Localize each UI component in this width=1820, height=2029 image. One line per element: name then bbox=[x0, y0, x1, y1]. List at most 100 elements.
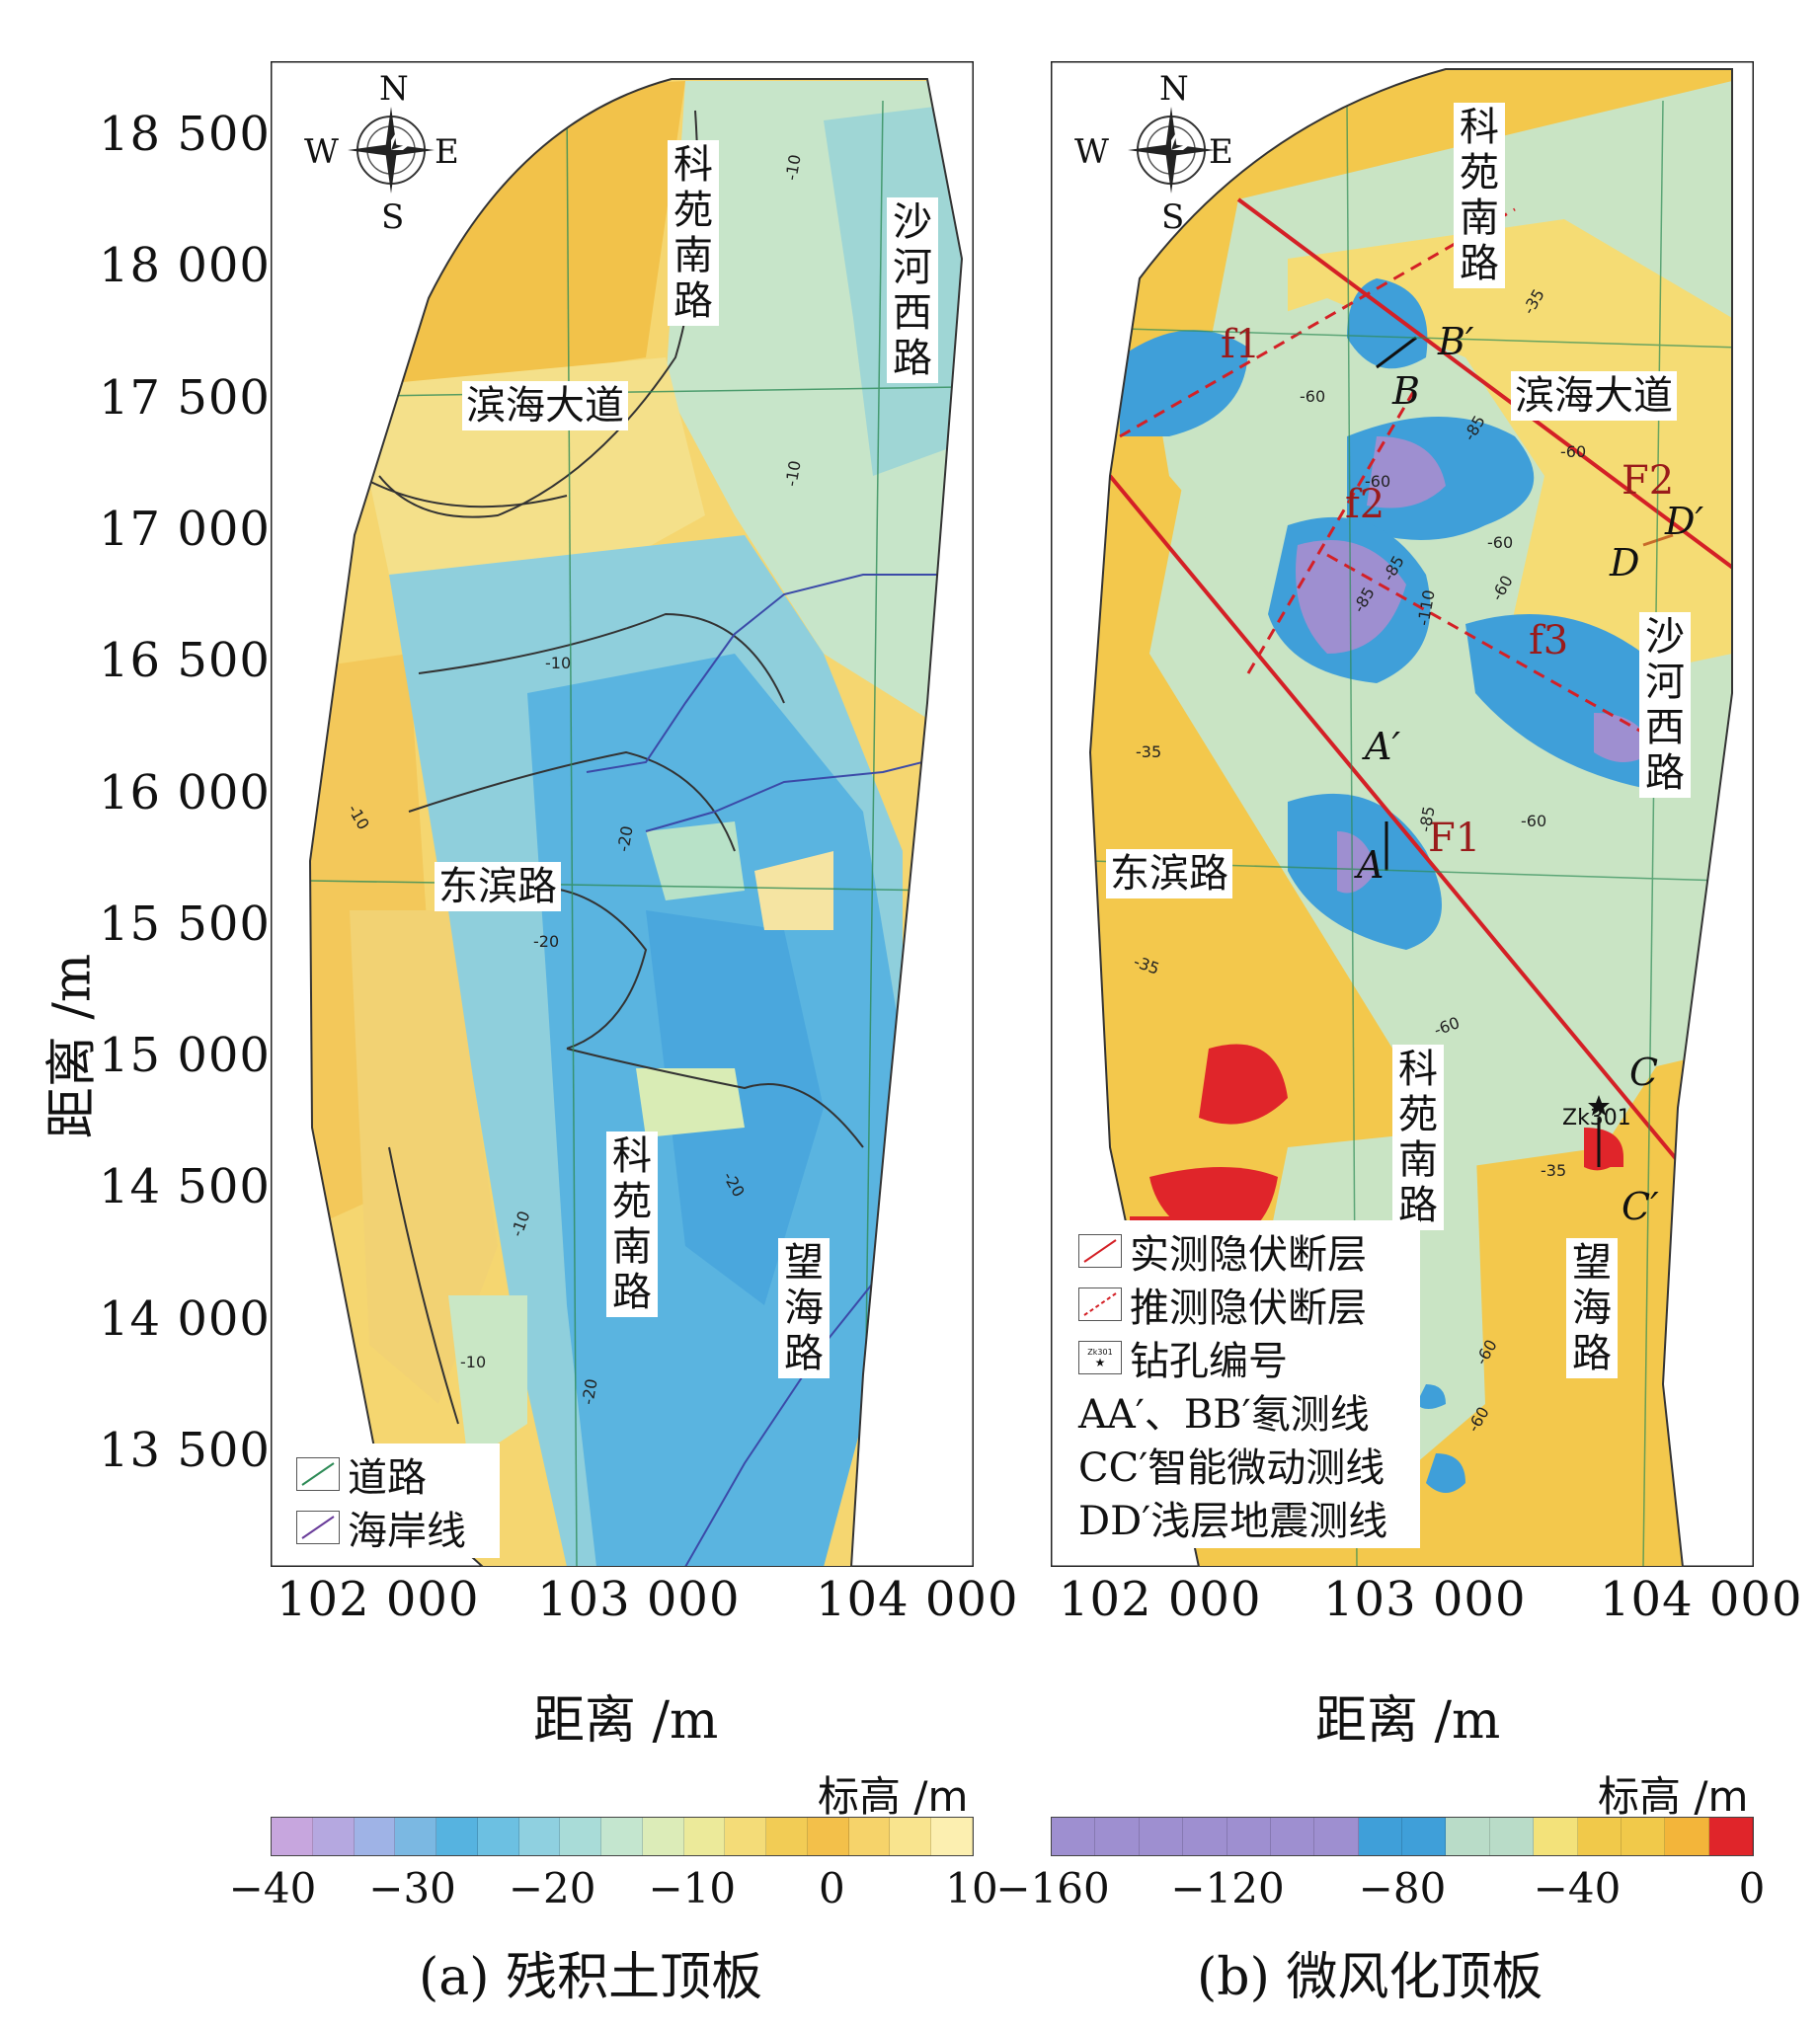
colorbar-swatch bbox=[848, 1818, 891, 1855]
y-axis-tick: 18 500 bbox=[99, 107, 271, 162]
borehole-icon-text: Zk301 bbox=[1087, 1347, 1113, 1357]
panel-a-compass-s: S bbox=[381, 197, 405, 237]
colorbar-swatch bbox=[272, 1818, 313, 1855]
panel-b-x-tick: 104 000 bbox=[1600, 1572, 1803, 1627]
panel-a-road-keyuan-south: 科苑南路 bbox=[606, 1132, 658, 1317]
coastline-icon bbox=[296, 1511, 340, 1544]
colorbar-swatch bbox=[1314, 1818, 1359, 1855]
colorbar-swatch bbox=[1095, 1818, 1140, 1855]
colorbar-swatch bbox=[601, 1818, 643, 1855]
panel-b-x-tick: 102 000 bbox=[1059, 1572, 1262, 1627]
colorbar-swatch bbox=[1621, 1818, 1666, 1855]
panel-b-compass-w: W bbox=[1074, 132, 1109, 172]
panel-b-legend-borehole: Zk301 ★ 钻孔编号 bbox=[1078, 1331, 1414, 1384]
panel-b-fault-label-F1: F1 bbox=[1428, 816, 1481, 861]
panel-a-legend-coast: 海岸线 bbox=[296, 1501, 494, 1554]
panel-b-compass-e: E bbox=[1209, 132, 1233, 172]
panel-a-colorbar-title: 标高 /m bbox=[818, 1772, 969, 1821]
borehole-star-icon bbox=[1588, 1095, 1610, 1116]
colorbar-tick: 0 bbox=[1738, 1864, 1766, 1912]
colorbar-tick: −160 bbox=[995, 1864, 1110, 1912]
panel-a-road-binhai: 滨海大道 bbox=[462, 381, 628, 430]
panel-b-compass-s: S bbox=[1161, 197, 1185, 237]
colorbar-swatch bbox=[1358, 1818, 1402, 1855]
colorbar-swatch bbox=[1665, 1818, 1709, 1855]
panel-a-road-shahe: 沙河西路 bbox=[887, 197, 938, 383]
panel-b-fault-label-f1: f1 bbox=[1221, 322, 1261, 367]
colorbar-swatch bbox=[642, 1818, 684, 1855]
panel-b-contour-label: -35 bbox=[1541, 1161, 1567, 1180]
colorbar-tick: −80 bbox=[1358, 1864, 1447, 1912]
panel-b-legend: 实测隐伏断层 推测隐伏断层 Zk301 ★ 钻孔编号 AA′、BB′氡测线 CC… bbox=[1072, 1220, 1420, 1548]
colorbar-swatch bbox=[807, 1818, 849, 1855]
legend-label: 道路 bbox=[348, 1455, 427, 1501]
panel-a-compass-w: W bbox=[304, 132, 339, 172]
panel-b-legend-inferred-fault: 推测隐伏断层 bbox=[1078, 1278, 1414, 1331]
y-axis-tick: 14 500 bbox=[99, 1159, 271, 1215]
panel-a-compass bbox=[342, 71, 440, 229]
y-axis-tick: 16 000 bbox=[99, 764, 271, 820]
compass-rose-icon bbox=[348, 107, 435, 194]
panel-a-contour-label: -20 bbox=[533, 932, 560, 951]
colorbar-swatch bbox=[1489, 1818, 1535, 1855]
panel-b-fault-label-F2: F2 bbox=[1622, 458, 1675, 504]
colorbar-swatch bbox=[890, 1818, 932, 1855]
panel-b-borehole-label: Zk301 bbox=[1562, 1106, 1631, 1131]
colorbar-swatch bbox=[518, 1818, 561, 1855]
y-axis-tick: 16 500 bbox=[99, 633, 271, 689]
colorbar-swatch bbox=[560, 1818, 602, 1855]
panel-b-road-wanghai: 望海路 bbox=[1566, 1238, 1618, 1378]
panel-b-legend-microtremor: CC′智能微动测线 bbox=[1078, 1445, 1385, 1491]
panel-b-map bbox=[1051, 61, 1754, 1567]
colorbar-swatch bbox=[1402, 1818, 1447, 1855]
y-axis-title: 距离 /m bbox=[42, 953, 103, 1139]
colorbar-swatch bbox=[1270, 1818, 1315, 1855]
panel-b-road-keyuan-south: 科苑南路 bbox=[1392, 1045, 1444, 1230]
panel-a-road-wanghai: 望海路 bbox=[778, 1238, 830, 1378]
colorbar-tick: 10 bbox=[945, 1864, 998, 1912]
colorbar-swatch bbox=[395, 1818, 437, 1855]
panel-b-contour-label: -60 bbox=[1487, 533, 1514, 552]
colorbar-swatch bbox=[354, 1818, 396, 1855]
panel-b-fault-label-f3: f3 bbox=[1529, 618, 1569, 663]
colorbar-swatch bbox=[931, 1818, 974, 1855]
panel-b-line-label: A′ bbox=[1365, 725, 1401, 768]
panel-a-legend-road: 道路 bbox=[296, 1447, 494, 1501]
colorbar-swatch bbox=[1577, 1818, 1622, 1855]
panel-b-caption: (b) 微风化顶板 bbox=[1197, 1948, 1543, 2007]
panel-b-road-keyuan-north: 科苑南路 bbox=[1454, 103, 1505, 288]
road-line-icon bbox=[296, 1457, 340, 1491]
panel-a-x-title: 距离 /m bbox=[533, 1691, 719, 1751]
colorbar-tick: −10 bbox=[648, 1864, 737, 1912]
colorbar-swatch bbox=[312, 1818, 355, 1855]
panel-a-x-tick: 102 000 bbox=[277, 1572, 480, 1627]
borehole-icon: Zk301 ★ bbox=[1078, 1341, 1122, 1374]
panel-a-contour-label: -10 bbox=[545, 654, 572, 672]
panel-a-road-keyuan-north: 科苑南路 bbox=[668, 140, 719, 326]
panel-b-contour-label: -35 bbox=[1136, 742, 1162, 761]
colorbar-swatch bbox=[1446, 1818, 1490, 1855]
panel-a-map bbox=[271, 61, 974, 1567]
colorbar-swatch bbox=[477, 1818, 519, 1855]
colorbar-tick: −40 bbox=[228, 1864, 317, 1912]
colorbar-tick: −30 bbox=[368, 1864, 456, 1912]
panel-a-colorbar bbox=[271, 1817, 974, 1856]
panel-b-compass-n: N bbox=[1159, 69, 1189, 109]
panel-a-compass-e: E bbox=[435, 132, 459, 172]
y-axis-tick: 17 500 bbox=[99, 369, 271, 426]
panel-a-road-dongbin: 东滨路 bbox=[435, 862, 561, 911]
panel-b-road-binhai: 滨海大道 bbox=[1511, 371, 1677, 421]
colorbar-swatch bbox=[766, 1818, 808, 1855]
colorbar-swatch bbox=[1183, 1818, 1227, 1855]
y-axis-tick: 14 000 bbox=[99, 1290, 271, 1347]
panel-b-contour-label: -60 bbox=[1365, 472, 1391, 491]
panel-a-x-tick: 104 000 bbox=[816, 1572, 1019, 1627]
panel-b-x-title: 距离 /m bbox=[1315, 1691, 1501, 1751]
panel-b-line-label: C bbox=[1629, 1051, 1659, 1094]
y-axis-tick: 13 500 bbox=[99, 1423, 271, 1478]
panel-b-contour-label: -60 bbox=[1521, 812, 1547, 830]
measured-fault-icon bbox=[1078, 1234, 1122, 1268]
legend-label: 钻孔编号 bbox=[1130, 1339, 1288, 1384]
panel-b-line-label: D bbox=[1610, 541, 1640, 585]
panel-a-caption: (a) 残积土顶板 bbox=[419, 1948, 763, 2007]
